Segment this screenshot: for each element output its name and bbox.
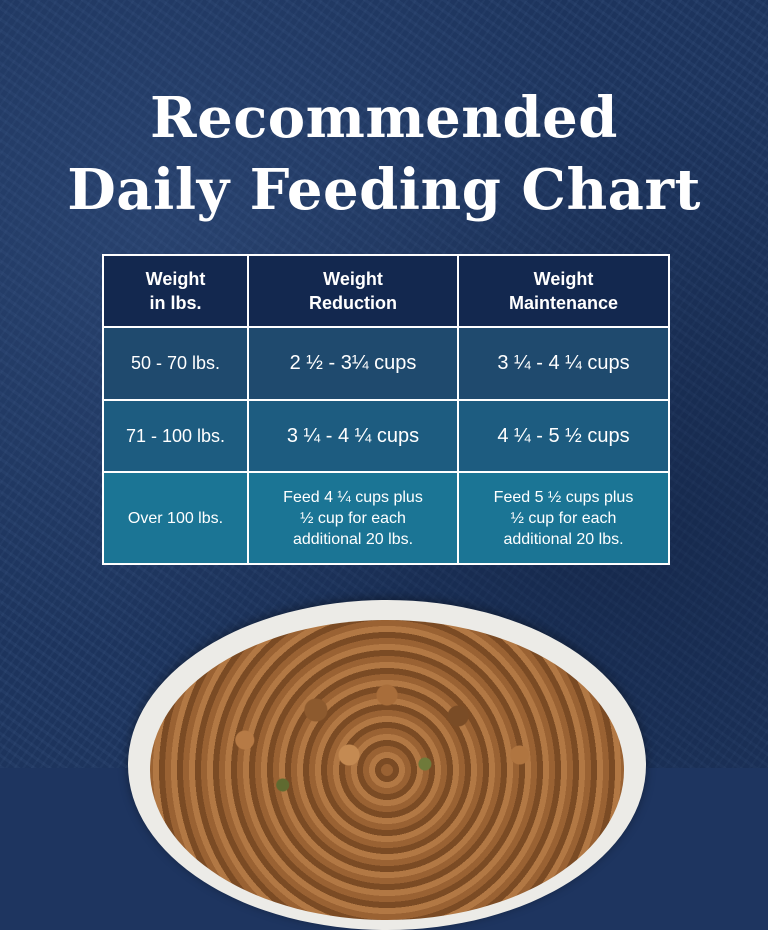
header-maintenance: Weight Maintenance <box>457 254 670 328</box>
header-reduction: Weight Reduction <box>247 254 459 328</box>
title-line-2: Daily Feeding Chart <box>67 157 701 223</box>
cell-weight: 71 - 100 lbs. <box>102 399 249 473</box>
table-row: 71 - 100 lbs. 3 ¼ - 4 ¼ cups 4 ¼ - 5 ½ c… <box>102 399 670 473</box>
table-row: 50 - 70 lbs. 2 ½ - 3¼ cups 3 ¼ - 4 ¼ cup… <box>102 326 670 401</box>
cell-reduction: 3 ¼ - 4 ¼ cups <box>247 399 459 473</box>
page-title: Recommended Daily Feeding Chart <box>0 82 768 226</box>
kibble-food <box>150 620 624 920</box>
cell-maintenance: 4 ¼ - 5 ½ cups <box>457 399 670 473</box>
table-row: Over 100 lbs. Feed 4 ¼ cups plus ½ cup f… <box>102 471 670 565</box>
header-weight: Weight in lbs. <box>102 254 249 328</box>
cell-reduction: 2 ½ - 3¼ cups <box>247 326 459 401</box>
feeding-chart-table: Weight in lbs. Weight Reduction Weight M… <box>102 254 670 565</box>
title-line-1: Recommended <box>150 85 618 151</box>
cell-maintenance: 3 ¼ - 4 ¼ cups <box>457 326 670 401</box>
cell-weight: Over 100 lbs. <box>102 471 249 565</box>
cell-maintenance: Feed 5 ½ cups plus ½ cup for each additi… <box>457 471 670 565</box>
cell-weight: 50 - 70 lbs. <box>102 326 249 401</box>
cell-reduction: Feed 4 ¼ cups plus ½ cup for each additi… <box>247 471 459 565</box>
table-header-row: Weight in lbs. Weight Reduction Weight M… <box>102 254 670 328</box>
